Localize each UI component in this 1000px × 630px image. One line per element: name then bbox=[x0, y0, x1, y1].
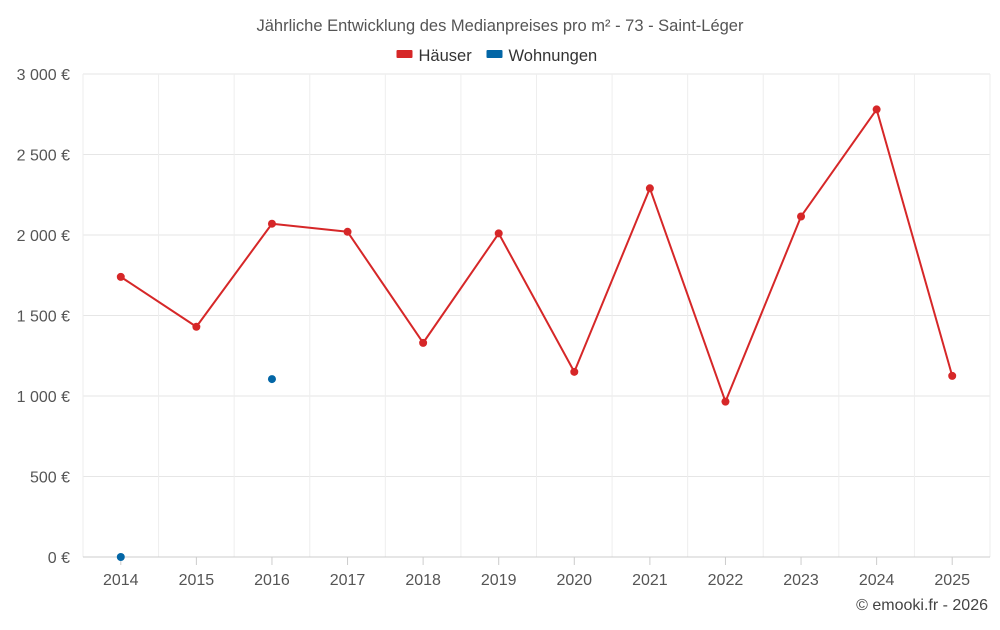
x-tick-label: 2024 bbox=[859, 572, 895, 589]
data-point[interactable] bbox=[645, 184, 654, 193]
x-tick-label: 2016 bbox=[254, 572, 290, 589]
data-point[interactable] bbox=[570, 367, 579, 376]
data-point[interactable] bbox=[343, 227, 352, 236]
legend-label: Häuser bbox=[419, 47, 473, 65]
x-tick-label: 2015 bbox=[179, 572, 215, 589]
data-point[interactable] bbox=[116, 272, 125, 281]
data-point[interactable] bbox=[797, 212, 806, 221]
y-tick-label: 1 000 € bbox=[17, 389, 70, 406]
legend: Häuser Wohnungen bbox=[396, 47, 598, 65]
chart-title: Jährliche Entwicklung des Medianpreises … bbox=[257, 17, 744, 35]
series-1 bbox=[116, 105, 957, 406]
x-tick-label: 2014 bbox=[103, 572, 139, 589]
y-tick-label: 500 € bbox=[30, 470, 70, 487]
x-tick-label: 2018 bbox=[405, 572, 441, 589]
grid bbox=[82, 73, 991, 557]
axes: 0 € 500 € 1 000 € 1 500 € 2 000 € 2 500 € 3 00… bbox=[17, 67, 990, 589]
data-point[interactable] bbox=[721, 397, 730, 406]
x-tick-label: 2023 bbox=[783, 572, 819, 589]
legend-item[interactable]: Häuser bbox=[396, 47, 473, 65]
data-point[interactable] bbox=[494, 229, 503, 238]
data-point[interactable] bbox=[419, 338, 428, 347]
x-tick-label: 2020 bbox=[556, 572, 592, 589]
legend-swatch bbox=[396, 50, 413, 58]
credit-label: © emooki.fr - 2026 bbox=[856, 597, 988, 614]
x-tick-label: 2017 bbox=[330, 572, 366, 589]
x-tick-label: 2021 bbox=[632, 572, 668, 589]
data-point[interactable] bbox=[267, 219, 276, 228]
series-layer bbox=[116, 105, 957, 561]
x-tick-label: 2019 bbox=[481, 572, 517, 589]
series-2 bbox=[116, 375, 276, 561]
data-point[interactable] bbox=[116, 553, 125, 561]
x-tick-label: 2022 bbox=[708, 572, 744, 589]
y-tick-label: 2 500 € bbox=[17, 148, 70, 165]
y-tick-label: 2 000 € bbox=[17, 228, 70, 245]
y-tick-label: 0 € bbox=[48, 550, 70, 567]
y-tick-label: 1 500 € bbox=[17, 309, 70, 326]
series-line bbox=[120, 108, 954, 403]
legend-swatch bbox=[486, 50, 503, 58]
data-point[interactable] bbox=[192, 322, 201, 331]
x-tick-label: 2025 bbox=[934, 572, 970, 589]
legend-item[interactable]: Wohnungen bbox=[486, 47, 598, 65]
data-point[interactable] bbox=[872, 105, 881, 114]
y-tick-label: 3 000 € bbox=[17, 67, 70, 84]
data-point[interactable] bbox=[948, 371, 957, 380]
legend-label: Wohnungen bbox=[509, 47, 598, 65]
data-point[interactable] bbox=[267, 375, 276, 384]
